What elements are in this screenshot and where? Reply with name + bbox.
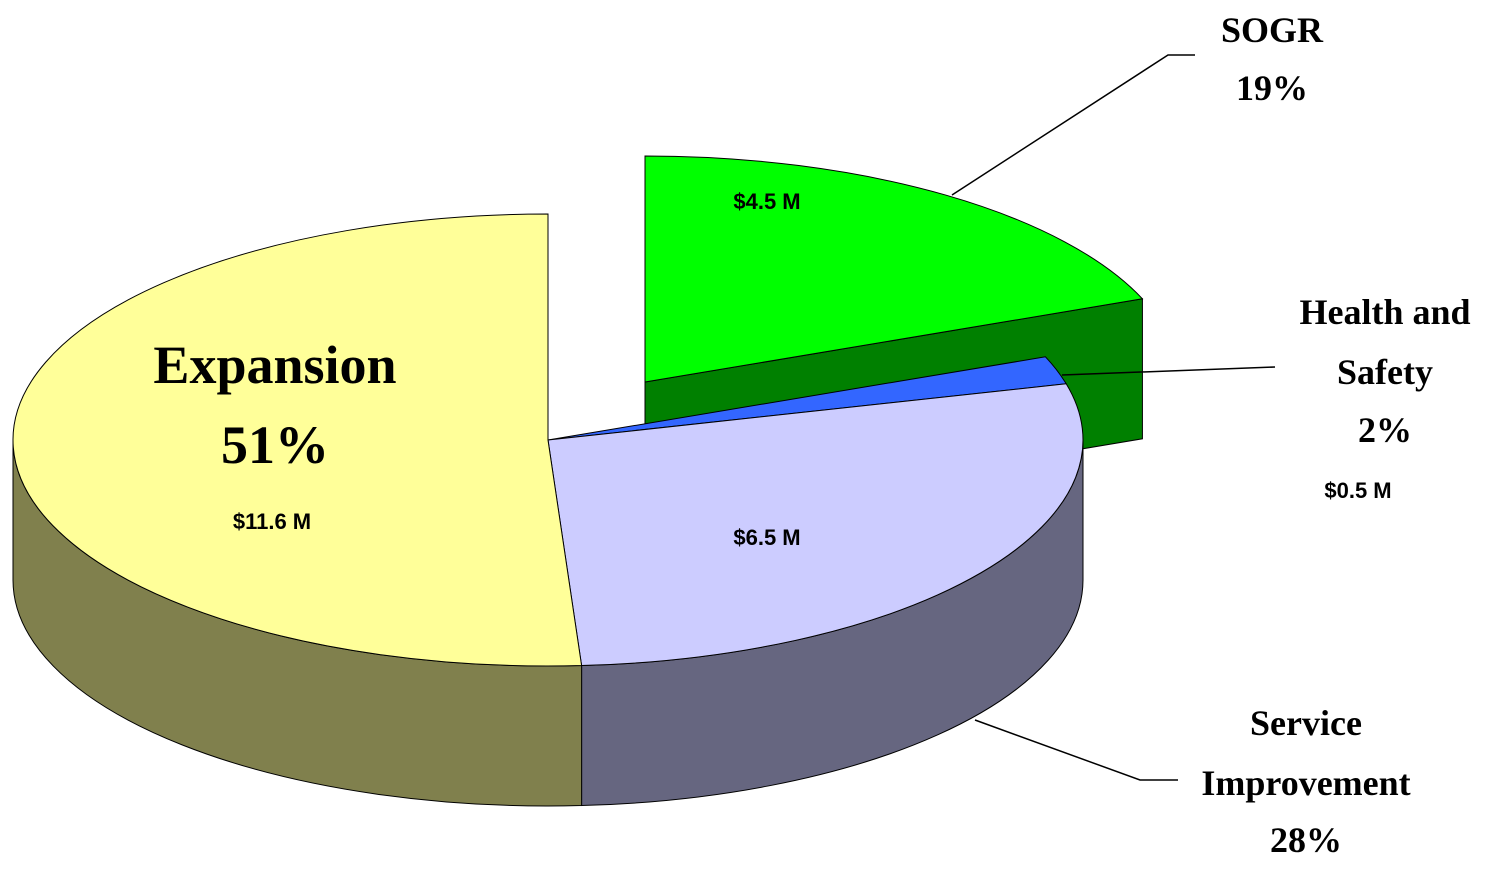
amount-label: $6.5 M [733, 525, 801, 550]
percent-label: 2% [1358, 410, 1412, 450]
amount-label: $4.5 M [733, 189, 801, 214]
slice [644, 155, 1144, 383]
amount-label: $11.6 M [232, 509, 312, 534]
slice-label: Health and Safety [1299, 292, 1471, 392]
pie [12, 155, 1144, 807]
slice-label: Expansion [153, 335, 397, 395]
slice-label: Service Improvement [1201, 703, 1411, 803]
percent-label: 19% [1236, 68, 1308, 108]
percent-label: 28% [1270, 820, 1342, 860]
slice [547, 383, 1084, 667]
leader-line [1061, 366, 1276, 376]
percent-label: 51% [221, 415, 329, 475]
slice [12, 213, 583, 667]
slice-label: SOGR [1220, 10, 1324, 50]
leader-line [974, 719, 1178, 781]
amount-label: $0.5 M [1324, 478, 1392, 503]
leader-line [951, 54, 1195, 196]
